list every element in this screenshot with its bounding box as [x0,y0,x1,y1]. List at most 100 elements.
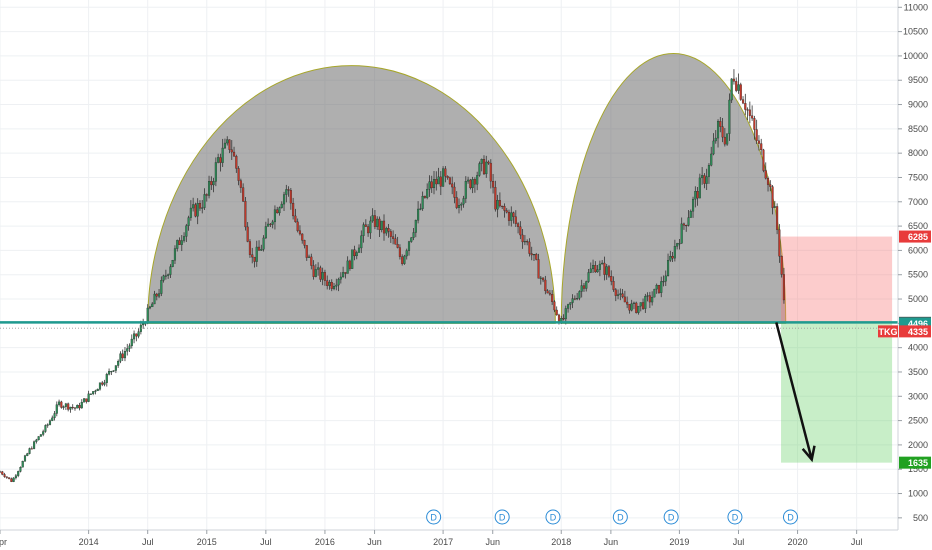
candle-body [253,256,256,262]
candle-body [192,204,195,209]
candle-body [335,284,338,287]
dividend-marker[interactable]: D [727,509,743,525]
candle-body [612,281,615,290]
candle-body [296,221,299,231]
candle-body [605,266,608,275]
y-tick-label: 9500 [908,75,928,85]
candle-body [103,382,106,385]
dividend-marker-circle[interactable] [494,509,510,525]
candle-body [201,207,204,209]
price-label-bg [899,325,931,338]
candle-body [119,353,122,362]
dividend-marker[interactable]: D [426,509,442,525]
candle-body [151,303,154,308]
dividend-marker-circle[interactable] [612,509,628,525]
candle-body [367,226,370,234]
candle-body [437,176,440,185]
candle-body [319,267,322,280]
candle-body [289,190,292,204]
dividend-marker-circle[interactable] [782,509,798,525]
candle-body [492,181,495,188]
candle-body [67,403,70,410]
dividend-marker-circle[interactable] [426,509,442,525]
candle-body [589,268,592,273]
candle-body [642,302,645,309]
y-tick-label: 5500 [908,270,928,280]
candle-body [417,208,420,221]
dividend-marker[interactable]: D [782,509,798,525]
price-label-bg [899,230,931,243]
candle-body [219,157,222,163]
candle-body [378,218,381,231]
candle-body [230,149,233,153]
candle-body [301,233,304,241]
candle-body [117,361,120,366]
candle-body [60,401,63,408]
candle-body [64,403,67,407]
x-tick-label: 2019 [669,537,689,547]
candle-body [155,293,158,297]
candle-body [264,226,267,239]
candle-body [280,203,283,208]
candle-body [596,269,599,273]
level-lines [0,321,898,329]
candle-body [551,294,554,302]
candle-body [305,245,308,258]
dividend-marker-circle[interactable] [663,509,679,525]
candle-body [694,191,697,200]
dividend-marker[interactable]: D [663,509,679,525]
candle-body [223,142,227,149]
candle-body [330,282,333,289]
candle-body [232,151,236,157]
candle-body [137,331,140,337]
dividend-marker[interactable]: D [612,509,628,525]
candle-body [730,78,733,101]
candle-body [685,225,688,227]
candle-body [248,241,251,255]
price-label-text: 4496 [908,319,928,329]
symbol-tag-bg [878,325,898,338]
candle-body [246,226,249,242]
candle-body [78,405,81,409]
price-label-text: 4335 [908,327,928,337]
candle-body [532,254,536,256]
candle-body [28,448,31,454]
candle-body [405,250,408,257]
x-axis[interactable]: Apr 2014 Jul 2015 Jul 2016 Jun 2017 Jun 2018 Jun 20… [0,529,932,550]
price-label-bg [899,456,931,469]
candle-body [205,194,208,196]
candle-body [303,240,306,246]
candle-body [85,398,88,402]
candle-body [723,136,726,145]
y-tick-label: 5000 [908,294,928,304]
candle-body [10,478,13,482]
price-label-1635: 1635 [899,456,931,469]
candle-body [51,417,54,421]
candle-body [637,305,640,313]
candle-body [401,256,404,264]
candle-body [610,276,613,282]
candle-body [196,202,199,217]
candle-body [621,293,624,298]
candle-body [33,441,36,449]
dividend-marker[interactable]: D [494,509,510,525]
candle-body [69,406,72,410]
dividend-marker[interactable]: D [545,509,561,525]
candle-body [619,293,622,295]
candle-body [398,247,401,257]
candle-body [553,301,556,311]
candle-body [594,265,597,273]
dividend-marker-circle[interactable] [727,509,743,525]
candle-body [133,333,136,340]
candle-body [671,255,674,259]
candle-body [564,308,567,320]
candle-body [214,162,217,182]
candle-body [698,177,701,199]
dividend-marker-circle[interactable] [545,509,561,525]
candle-body [455,197,458,208]
candle-body [76,405,79,409]
candle-body [30,448,33,450]
candle-body [307,256,311,258]
